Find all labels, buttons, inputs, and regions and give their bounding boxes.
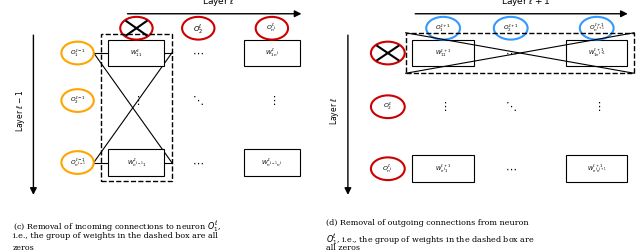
Text: Layer $\ell+1$: Layer $\ell+1$ — [501, 0, 551, 8]
Text: (c) Removal of incoming connections to neuron $O_1^{\ell}$,: (c) Removal of incoming connections to n… — [13, 219, 221, 234]
Text: Layer $\ell$: Layer $\ell$ — [328, 97, 340, 125]
Text: i.e., the group of weights in the dashed box are all: i.e., the group of weights in the dashed… — [13, 232, 218, 240]
Text: $O_2^{\ell-1}$: $O_2^{\ell-1}$ — [70, 95, 86, 106]
Text: $\vdots$: $\vdots$ — [593, 100, 601, 113]
Text: $W_{1n^{\ell+1}}^{\ell+1}$: $W_{1n^{\ell+1}}^{\ell+1}$ — [588, 47, 606, 59]
Text: $\vdots$: $\vdots$ — [268, 94, 276, 107]
FancyBboxPatch shape — [412, 40, 474, 67]
Text: (d) Removal of outgoing connections from neuron: (d) Removal of outgoing connections from… — [326, 219, 529, 227]
Text: $\ddots$: $\ddots$ — [505, 100, 516, 113]
Text: Layer $\ell-1$: Layer $\ell-1$ — [13, 90, 27, 132]
Text: $\vdots$: $\vdots$ — [439, 100, 447, 113]
Text: $W_{1n^\ell}^{\ell}$: $W_{1n^\ell}^{\ell}$ — [265, 47, 279, 59]
Text: $O_{n^\ell}^{\ell}$: $O_{n^\ell}^{\ell}$ — [266, 22, 277, 34]
Text: $\vdots$: $\vdots$ — [132, 94, 141, 107]
FancyBboxPatch shape — [412, 155, 474, 182]
Text: $W_{n^\ell 1}^{\ell+1}$: $W_{n^\ell 1}^{\ell+1}$ — [435, 163, 451, 175]
FancyBboxPatch shape — [244, 40, 300, 67]
Text: $O_{n^\ell}^{\ell}$: $O_{n^\ell}^{\ell}$ — [382, 163, 394, 175]
Text: $W_{11}^{\ell+1}$: $W_{11}^{\ell+1}$ — [435, 47, 451, 58]
Text: $W_{n^{\ell-1}n^\ell}^{\ell}$: $W_{n^{\ell-1}n^\ell}^{\ell}$ — [261, 156, 282, 169]
FancyBboxPatch shape — [244, 149, 300, 176]
Text: all zeros: all zeros — [326, 244, 360, 252]
Text: $O_{n^{\ell+1}}^{\ell+1}$: $O_{n^{\ell+1}}^{\ell+1}$ — [589, 22, 605, 34]
FancyBboxPatch shape — [566, 155, 627, 182]
Text: $O_1^{\ell-1}$: $O_1^{\ell-1}$ — [70, 47, 86, 58]
FancyBboxPatch shape — [566, 40, 627, 67]
Text: $O_2^{\ell+1}$: $O_2^{\ell+1}$ — [503, 23, 518, 34]
Text: $W_{11}^{\ell}$: $W_{11}^{\ell}$ — [130, 47, 143, 58]
Text: $O_1^{\ell+1}$: $O_1^{\ell+1}$ — [435, 23, 451, 34]
Text: $\cdots$: $\cdots$ — [505, 164, 516, 174]
Text: $W_{n^\ell n^{\ell+1}}^{\ell+1}$: $W_{n^\ell n^{\ell+1}}^{\ell+1}$ — [587, 163, 607, 175]
Text: zeros: zeros — [13, 244, 35, 252]
Text: $\cdots$: $\cdots$ — [193, 48, 204, 58]
FancyBboxPatch shape — [108, 149, 164, 176]
Text: $\cdots$: $\cdots$ — [505, 48, 516, 58]
Text: $W_{n^{\ell-1}1}^{\ell}$: $W_{n^{\ell-1}1}^{\ell}$ — [127, 156, 146, 169]
Text: Layer $\ell$: Layer $\ell$ — [202, 0, 236, 8]
Text: $O_2^{\ell}$: $O_2^{\ell}$ — [193, 22, 204, 35]
Text: $O_1^{\ell}$, i.e., the group of weights in the dashed box are: $O_1^{\ell}$, i.e., the group of weights… — [326, 232, 535, 247]
Text: $\cdots$: $\cdots$ — [193, 158, 204, 168]
Text: $O_{n^{\ell-1}}^{\ell-1}$: $O_{n^{\ell-1}}^{\ell-1}$ — [70, 156, 86, 169]
Text: $O_2^{\ell}$: $O_2^{\ell}$ — [383, 101, 392, 112]
FancyBboxPatch shape — [108, 40, 164, 67]
Text: $\ddots$: $\ddots$ — [193, 94, 204, 107]
